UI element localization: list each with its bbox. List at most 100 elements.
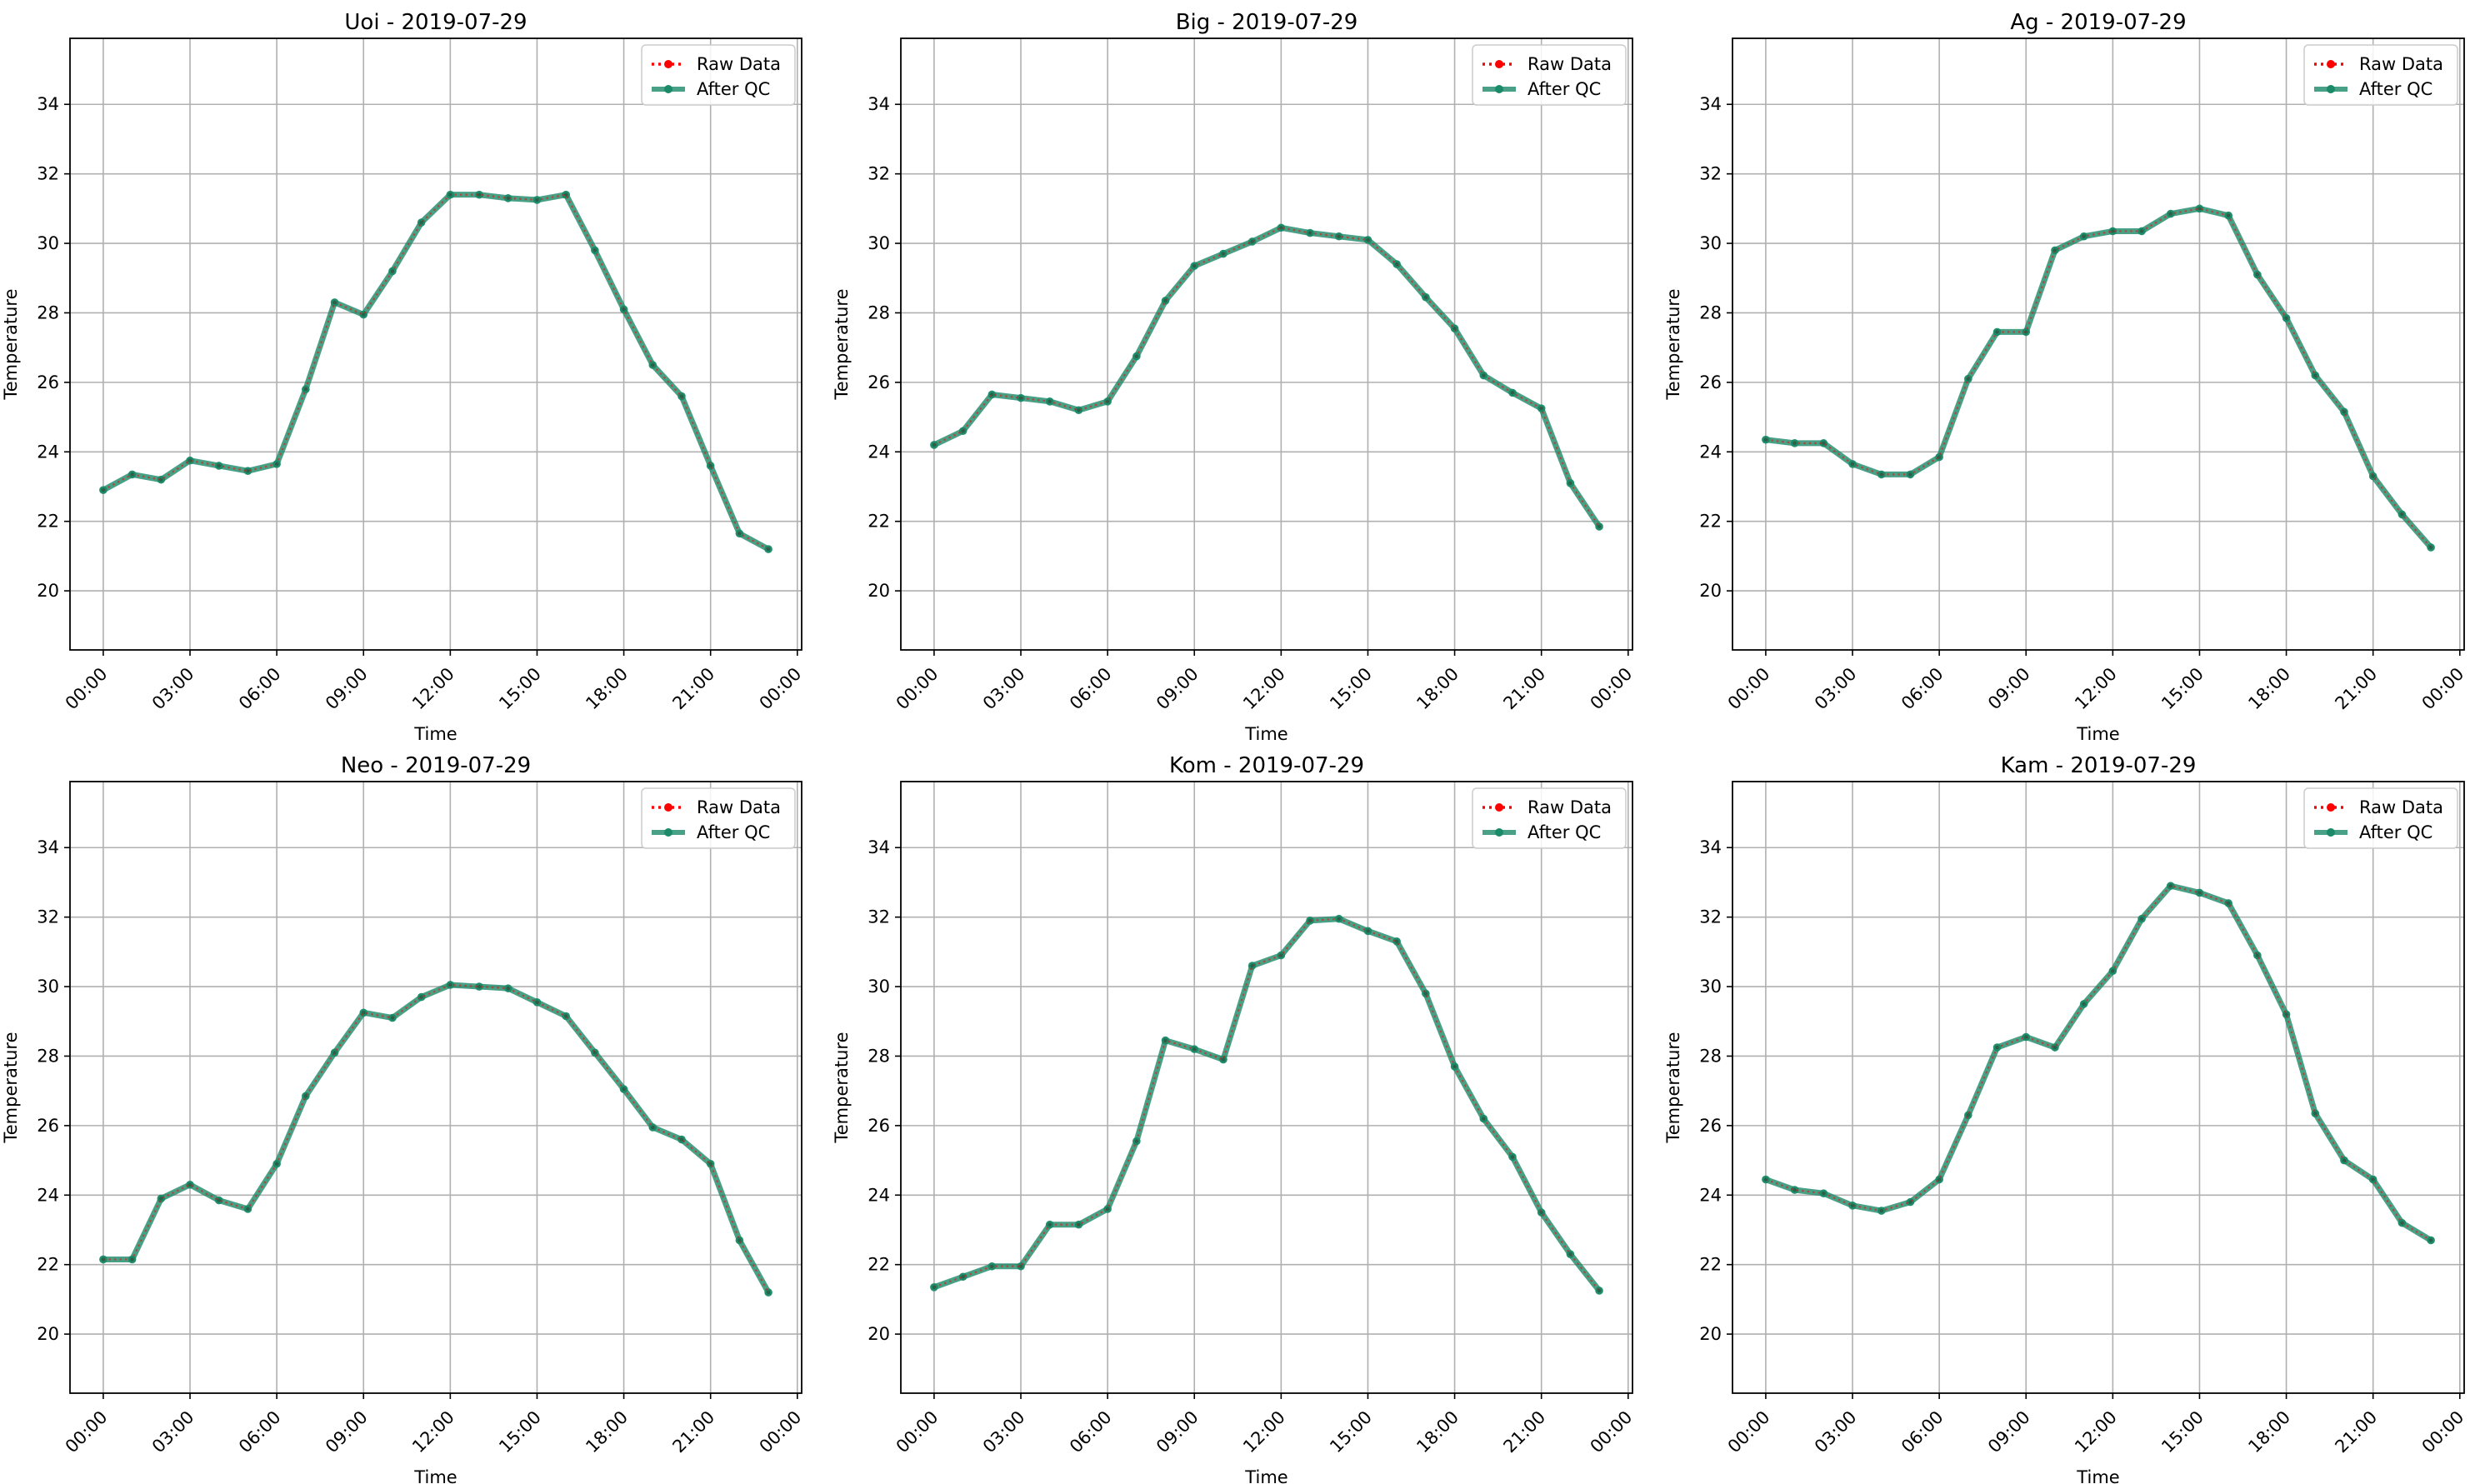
point-raw-data [708,463,712,468]
y-tick-label: 32 [1699,907,1722,927]
y-tick-label: 22 [37,1255,59,1275]
point-raw-data [1366,237,1370,242]
legend-marker-raw-data [1495,803,1503,812]
point-raw-data [1105,1207,1110,1212]
y-tick-label: 34 [37,837,59,857]
x-axis-label: Time [1244,724,1288,744]
y-tick-label: 24 [37,442,59,462]
point-raw-data [1337,917,1341,921]
point-raw-data [651,362,655,367]
y-tick-label: 28 [868,302,890,322]
series-line-raw-data [1765,207,2432,548]
point-raw-data [2371,474,2375,478]
y-tick-label: 30 [37,233,59,253]
point-raw-data [1018,396,1023,400]
y-tick-label: 20 [37,581,59,601]
point-raw-data [1995,330,1999,334]
point-raw-data [1279,226,1283,230]
point-raw-data [1510,1155,1515,1159]
legend-label-raw-data: Raw Data [1528,797,1612,817]
chart-title: Ag - 2019-07-29 [2010,10,2186,35]
point-raw-data [679,1137,684,1142]
point-raw-data [1221,1057,1226,1062]
point-raw-data [2024,1035,2028,1039]
point-raw-data [1134,354,1139,358]
point-raw-data [2052,1045,2058,1050]
point-raw-data [1908,472,1912,477]
point-raw-data [448,192,452,197]
point-raw-data [506,986,510,991]
y-axis-label: Temperature [1,288,21,400]
point-raw-data [1366,929,1370,933]
point-raw-data [2342,410,2347,414]
point-raw-data [2139,229,2144,233]
point-raw-data [2284,316,2288,320]
point-raw-data [1048,1222,1052,1227]
point-raw-data [2313,373,2318,377]
point-raw-data [1482,1117,1486,1121]
y-tick-label: 34 [868,94,890,114]
legend-label-raw-data: Raw Data [2359,54,2443,74]
point-raw-data [1568,1252,1572,1257]
point-raw-data [1966,377,1971,381]
legend-label-after-qc: After QC [1528,822,1601,842]
chart-title: Kom - 2019-07-29 [1169,753,1364,778]
y-tick-label: 32 [37,907,59,927]
point-raw-data [1077,408,1081,412]
legend-marker-after-qc [664,85,672,93]
y-axis-label: Temperature [1663,288,1683,400]
point-raw-data [1250,963,1254,968]
x-axis-label: Time [413,1467,457,1484]
point-raw-data [1192,1047,1197,1052]
point-raw-data [303,387,308,392]
point-raw-data [332,1051,337,1055]
y-tick-label: 28 [868,1046,890,1066]
y-tick-label: 34 [37,94,59,114]
point-raw-data [1163,1038,1168,1042]
point-raw-data [1597,1288,1602,1293]
point-raw-data [101,1257,106,1262]
point-raw-data [2082,1002,2086,1007]
point-raw-data [362,1011,366,1015]
point-raw-data [1279,953,1283,957]
legend: Raw Data After QC [2303,787,2458,849]
point-raw-data [1792,441,1797,446]
point-raw-data [246,469,250,473]
y-tick-label: 22 [868,512,890,532]
point-raw-data [1937,455,1942,459]
y-tick-label: 20 [37,1324,59,1344]
legend-label-after-qc: After QC [697,79,770,99]
point-raw-data [1879,1208,1883,1213]
point-raw-data [477,984,482,989]
point-raw-data [2226,213,2231,217]
point-raw-data [1568,481,1572,486]
x-axis-label: Time [2076,1467,2119,1484]
point-raw-data [535,197,539,202]
y-tick-label: 26 [37,372,59,392]
chart-title: Big - 2019-07-29 [1176,10,1358,35]
y-tick-label: 20 [1699,1324,1722,1344]
y-tick-label: 28 [37,302,59,322]
point-raw-data [1539,1210,1543,1215]
point-raw-data [2428,1238,2433,1242]
point-raw-data [188,458,192,462]
point-raw-data [1394,262,1399,267]
point-raw-data [159,477,163,482]
legend: Raw Data After QC [1472,787,1627,849]
point-raw-data [1763,1177,1768,1182]
point-raw-data [1879,472,1883,477]
point-raw-data [708,1162,712,1166]
point-raw-data [1018,1264,1023,1268]
point-raw-data [2313,1112,2318,1116]
legend-label-raw-data: Raw Data [2359,797,2443,817]
point-raw-data [1308,918,1312,923]
x-axis-label: Time [2076,724,2119,744]
legend-marker-raw-data [664,803,672,812]
point-raw-data [2168,883,2172,888]
point-raw-data [506,196,510,201]
point-raw-data [1822,441,1826,446]
point-raw-data [2226,901,2231,906]
legend: Raw Data After QC [1472,44,1627,106]
point-raw-data [679,394,684,398]
point-raw-data [130,1257,134,1262]
